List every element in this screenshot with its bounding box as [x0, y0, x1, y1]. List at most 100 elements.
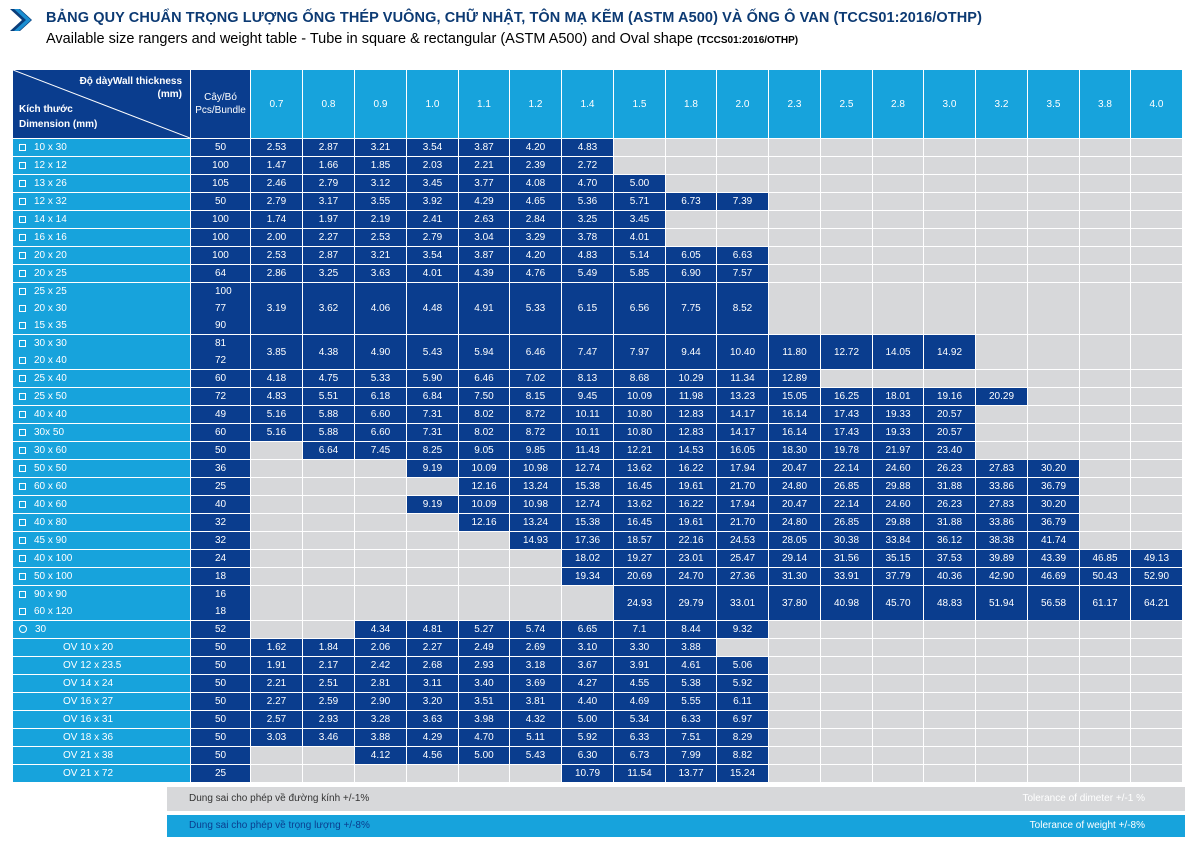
bundle-count: 32	[214, 535, 227, 546]
thickness-header: 1.2	[509, 69, 562, 139]
weight-cell: 2.27	[406, 638, 459, 657]
empty-cell	[1027, 334, 1080, 370]
empty-cell	[716, 138, 769, 157]
empty-cell	[716, 638, 769, 657]
empty-cell	[1130, 423, 1183, 442]
dimension-entry: 25 x 40	[19, 371, 190, 387]
dimension-entry: OV 21 x 72	[19, 766, 190, 782]
dimension-entry: 25 x 50	[19, 389, 190, 405]
dimension-label: 30	[35, 624, 47, 635]
weight-cell: 12.72	[820, 334, 873, 370]
empty-cell	[872, 656, 924, 675]
empty-cell	[923, 674, 976, 693]
bundle-count-cell: 18	[190, 567, 251, 586]
square-tube-icon	[19, 305, 26, 312]
weight-cell: 5.90	[406, 369, 459, 388]
weight-cell: 13.23	[716, 387, 769, 406]
empty-cell	[250, 620, 303, 639]
weight-cell: 3.63	[406, 710, 459, 729]
bundle-count-cell: 100	[190, 156, 251, 175]
dimension-label: 12 x 32	[34, 196, 67, 207]
weight-cell: 1.84	[302, 638, 355, 657]
weight-cell: 3.28	[354, 710, 407, 729]
dimension-cell: 12 x 32	[12, 192, 191, 211]
weight-cell: 3.63	[354, 264, 407, 283]
weight-cell: 2.49	[458, 638, 510, 657]
weight-cell: 20.57	[923, 423, 976, 442]
weight-cell: 4.39	[458, 264, 510, 283]
weight-cell: 12.74	[561, 459, 614, 478]
weight-cell: 37.79	[872, 567, 924, 586]
weight-cell: 5.43	[406, 334, 459, 370]
empty-cell	[613, 138, 666, 157]
dimension-label: OV 10 x 20	[63, 642, 114, 653]
weight-cell: 2.69	[509, 638, 562, 657]
weight-cell: 4.06	[354, 282, 407, 335]
weight-cell: 20.69	[613, 567, 666, 586]
weight-cell: 19.27	[613, 549, 666, 568]
empty-cell	[1079, 264, 1131, 283]
empty-cell	[820, 710, 873, 729]
empty-cell	[975, 174, 1028, 193]
weight-cell: 36.79	[1027, 513, 1080, 532]
table-row: 40 x 60 40 9.19 10.09 10.98 12.74 13.62 16.22 17…	[12, 495, 1183, 514]
dimension-entry: 10 x 30	[19, 140, 190, 156]
empty-cell	[354, 567, 407, 586]
weight-cell: 2.17	[302, 656, 355, 675]
weight-cell: 19.33	[872, 423, 924, 442]
weight-cell: 3.21	[354, 246, 407, 265]
thickness-header: 2.0	[716, 69, 769, 139]
weight-cell: 11.98	[665, 387, 717, 406]
thickness-header: 0.8	[302, 69, 355, 139]
bundle-count-cell: 25	[190, 477, 251, 496]
empty-cell	[1027, 282, 1080, 335]
bundle-count-cell: 100	[190, 210, 251, 229]
weight-cell: 5.92	[716, 674, 769, 693]
weight-cell: 12.21	[613, 441, 666, 460]
weight-cell: 14.17	[716, 423, 769, 442]
empty-cell	[1079, 369, 1131, 388]
weight-cell: 5.00	[613, 174, 666, 193]
empty-cell	[1079, 228, 1131, 247]
empty-cell	[1130, 746, 1183, 765]
weight-cell: 3.03	[250, 728, 303, 747]
weight-cell: 5.34	[613, 710, 666, 729]
weight-cell: 14.92	[923, 334, 976, 370]
weight-cell: 2.72	[561, 156, 614, 175]
empty-cell	[1027, 764, 1080, 783]
weight-cell: 9.05	[458, 441, 510, 460]
bundle-count-cell: 32	[190, 513, 251, 532]
weight-cell: 4.40	[561, 692, 614, 711]
empty-cell	[923, 369, 976, 388]
bundle-count-cell: 100 77 90	[190, 282, 251, 335]
square-tube-icon	[19, 375, 26, 382]
weight-cell: 8.72	[509, 405, 562, 424]
empty-cell	[1130, 246, 1183, 265]
empty-cell	[1079, 405, 1131, 424]
empty-cell	[250, 549, 303, 568]
empty-cell	[1027, 746, 1080, 765]
dimension-cell: OV 16 x 31	[12, 710, 191, 729]
dimension-label: 40 x 40	[34, 409, 67, 420]
square-tube-icon	[19, 483, 26, 490]
empty-cell	[302, 549, 355, 568]
table-row: 13 x 26 105 2.46 2.79 3.12 3.45 3.77 4.08 4.70 5.…	[12, 174, 1183, 193]
weight-cell: 22.16	[665, 531, 717, 550]
empty-cell	[768, 620, 821, 639]
thickness-header: 2.3	[768, 69, 821, 139]
empty-cell	[975, 192, 1028, 211]
empty-cell	[1027, 156, 1080, 175]
weight-cell: 26.23	[923, 495, 976, 514]
weight-cell: 29.79	[665, 585, 717, 621]
empty-cell	[872, 210, 924, 229]
empty-cell	[820, 210, 873, 229]
weight-cell: 2.57	[250, 710, 303, 729]
weight-cell: 4.69	[613, 692, 666, 711]
dimension-label: 30 x 60	[34, 445, 67, 456]
empty-cell	[406, 531, 459, 550]
weight-cell: 2.86	[250, 264, 303, 283]
weight-cell: 14.93	[509, 531, 562, 550]
weight-cell: 4.38	[302, 334, 355, 370]
bundle-count: 105	[212, 178, 229, 189]
weight-cell: 10.11	[561, 423, 614, 442]
